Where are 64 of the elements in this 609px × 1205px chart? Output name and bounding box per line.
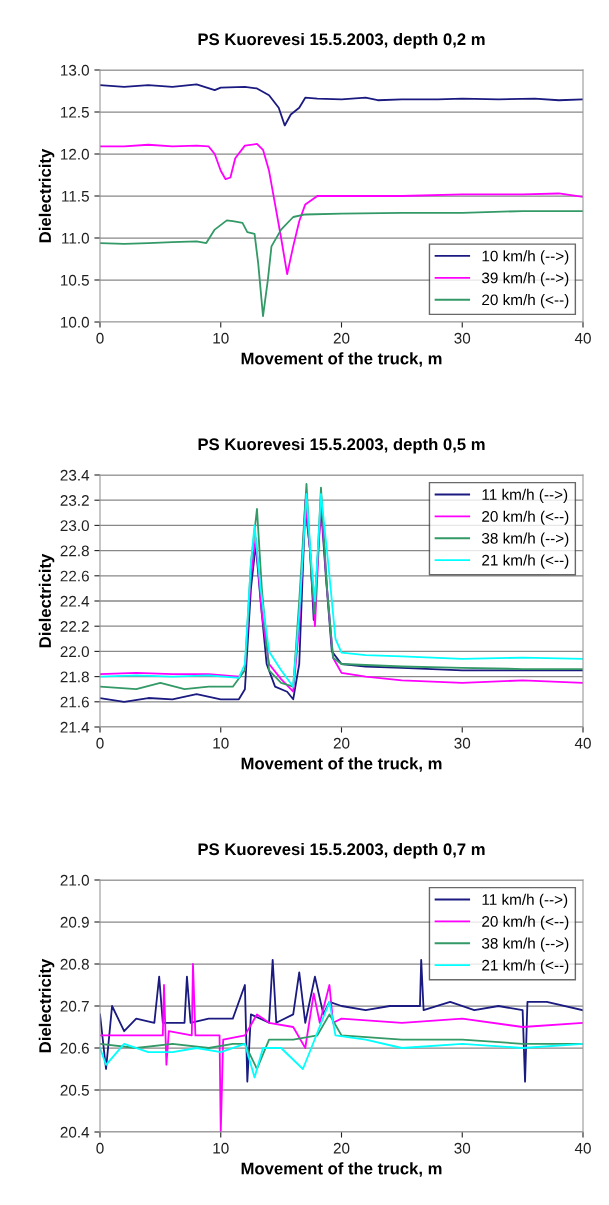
- x-axis-title: Movement of the truck, m: [241, 352, 442, 367]
- legend-label: 38 km/h (-->): [481, 532, 569, 547]
- y-tick-label: 22.2: [60, 621, 89, 632]
- y-tick-label: 20.6: [60, 1042, 89, 1054]
- legend-label: 20 km/h (<--): [482, 915, 569, 930]
- legend-label: 21 km/h (<--): [482, 554, 569, 569]
- line-series: [100, 83, 583, 127]
- y-tick-label: 21.0: [60, 874, 89, 886]
- legend-label: 11 km/h (-->): [482, 893, 568, 908]
- legend-label: 20 km/h (<--): [482, 294, 569, 309]
- line-series: [100, 1000, 583, 1079]
- x-tick-label: 20: [333, 737, 350, 749]
- y-tick-label: 20.8: [60, 958, 89, 970]
- x-tick-label: 0: [96, 737, 104, 749]
- x-axis-title: Movement of the truck, m: [241, 757, 442, 772]
- x-tick-label: 30: [454, 1142, 471, 1154]
- x-tick-label: 40: [574, 737, 591, 749]
- line-series: [100, 958, 583, 1083]
- legend-label: 39 km/h (-->): [481, 272, 569, 287]
- x-tick-label: 10: [213, 1142, 229, 1154]
- legend-label: 20 km/h (<--): [482, 510, 569, 525]
- chart-title: PS Kuorevesi 15.5.2003, depth 0,7 m: [198, 842, 485, 859]
- legend-label: 10 km/h (-->): [482, 250, 569, 265]
- x-tick-label: 10: [213, 737, 229, 749]
- y-tick-label: 10.0: [61, 316, 89, 328]
- y-tick-label: 23.2: [60, 495, 89, 506]
- y-tick-label: 13.0: [61, 64, 89, 76]
- legend-label: 38 km/h (-->): [481, 937, 569, 952]
- y-tick-label: 23.4: [60, 469, 90, 481]
- chart-title: PS Kuorevesi 15.5.2003, depth 0,5 m: [198, 437, 485, 454]
- y-tick-label: 21.8: [60, 671, 89, 683]
- x-tick-label: 40: [574, 1142, 591, 1154]
- x-tick-label: 20: [333, 332, 350, 344]
- y-tick-label: 22.4: [60, 595, 90, 607]
- y-tick-label: 11.0: [62, 232, 89, 244]
- x-tick-label: 10: [213, 332, 229, 344]
- x-tick-label: 30: [454, 332, 471, 344]
- y-tick-label: 21.6: [60, 696, 89, 708]
- chart-title: PS Kuorevesi 15.5.2003, depth 0,2 m: [198, 32, 485, 49]
- x-axis-title: Movement of the truck, m: [241, 1162, 442, 1177]
- y-tick-label: 10.5: [61, 274, 89, 286]
- legend-label: 11 km/h (-->): [482, 488, 568, 503]
- y-tick-label: 20.4: [60, 1126, 90, 1138]
- y-tick-label: 21.4: [60, 721, 90, 733]
- x-tick-label: 0: [96, 1142, 104, 1154]
- y-tick-label: 23.0: [60, 520, 89, 532]
- x-tick-label: 30: [454, 737, 471, 749]
- y-axis-title: Dielectricity: [38, 958, 55, 1053]
- line-series: [100, 210, 583, 318]
- legend-label: 21 km/h (<--): [482, 959, 569, 974]
- y-tick-label: 11.5: [62, 191, 89, 202]
- y-tick-label: 12.0: [61, 148, 89, 160]
- y-axis-title: Dielectricity: [38, 148, 55, 243]
- y-tick-label: 12.5: [61, 106, 89, 118]
- y-tick-label: 20.5: [60, 1084, 89, 1096]
- x-tick-label: 40: [574, 332, 591, 344]
- x-tick-label: 0: [96, 332, 104, 344]
- y-tick-label: 22.6: [60, 570, 89, 582]
- y-tick-label: 20.7: [60, 1000, 89, 1012]
- y-tick-label: 22.0: [60, 646, 89, 658]
- y-axis-title: Dielectricity: [38, 553, 55, 648]
- y-tick-label: 22.8: [60, 545, 89, 557]
- x-tick-label: 20: [333, 1142, 350, 1154]
- y-tick-label: 20.9: [60, 916, 89, 928]
